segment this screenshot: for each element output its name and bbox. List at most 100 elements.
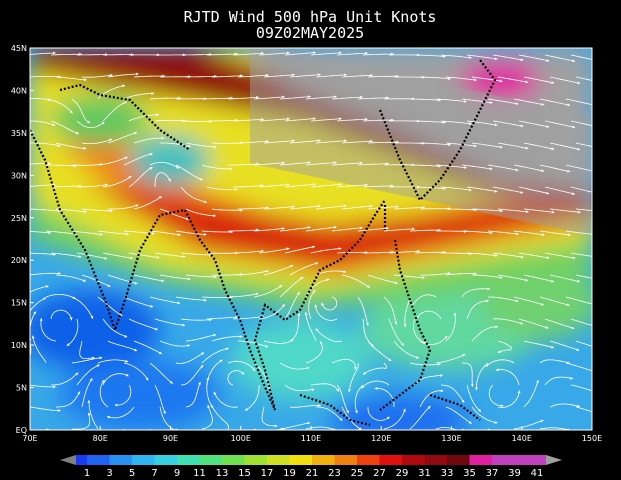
streamline: [51, 372, 79, 386]
streamline-arrow: [338, 247, 342, 251]
streamline: [518, 120, 550, 128]
streamline-arrow: [101, 379, 105, 383]
lat-label: 15N: [11, 299, 27, 308]
streamline-arrow: [338, 117, 342, 121]
streamline: [232, 118, 264, 122]
streamline: [367, 206, 399, 210]
streamline-arrow: [177, 301, 181, 305]
streamline: [149, 230, 181, 236]
streamline: [549, 403, 581, 408]
streamline-arrow: [109, 138, 113, 142]
lon-label: 80E: [93, 434, 108, 443]
streamline: [128, 318, 158, 331]
streamline-arrow: [572, 59, 576, 63]
streamline: [523, 379, 539, 408]
streamline: [175, 164, 203, 181]
colorbar-label: 17: [261, 468, 274, 479]
streamline-arrow: [43, 297, 47, 301]
streamline: [253, 162, 285, 166]
streamline-arrow: [156, 255, 160, 259]
colorbar-cell: [334, 455, 358, 465]
streamline: [185, 208, 216, 217]
streamline-arrow: [520, 321, 524, 325]
streamline: [207, 119, 238, 122]
colorbar-arrow-right: [546, 455, 562, 465]
streamline: [331, 358, 356, 370]
streamline-arrow: [577, 279, 581, 283]
streamline-arrow: [520, 58, 524, 62]
streamline: [50, 53, 82, 56]
streamline: [30, 297, 47, 312]
streamline: [487, 98, 519, 105]
streamline: [206, 377, 213, 408]
streamline: [445, 312, 456, 342]
streamline-arrow: [159, 195, 163, 199]
streamline: [440, 384, 465, 404]
streamline: [123, 92, 155, 100]
streamline: [549, 208, 581, 213]
streamline: [154, 252, 186, 258]
streamline-arrow: [48, 162, 51, 165]
streamline: [50, 185, 82, 188]
streamline: [185, 334, 217, 342]
colorbar: 1 3 5 7 9 11 13 15 17 19 21 23 25 27 29 31 33 35 37 39 41: [60, 455, 562, 479]
streamline: [81, 74, 113, 78]
streamline-arrow: [525, 146, 529, 150]
streamline: [513, 296, 544, 306]
streamline: [237, 140, 269, 144]
streamline-arrow: [317, 73, 321, 77]
streamline-arrow: [577, 81, 581, 85]
streamline-arrow: [536, 380, 539, 384]
streamline-arrow: [326, 278, 330, 282]
streamline: [362, 53, 394, 56]
streamline: [154, 384, 166, 415]
streamline-arrow: [186, 217, 189, 221]
streamline: [357, 227, 389, 232]
streamline: [348, 362, 359, 393]
streamline-arrow: [540, 419, 544, 423]
colorbar-cell: [492, 455, 515, 465]
streamline: [487, 230, 519, 235]
streamline-arrow: [572, 192, 575, 195]
colorbar-cell: [357, 455, 380, 465]
streamline: [544, 376, 574, 386]
streamline-arrow: [540, 302, 544, 306]
streamline-arrow: [149, 152, 153, 156]
streamline-arrow: [312, 51, 316, 55]
streamline-arrow: [370, 73, 373, 77]
streamline: [253, 227, 285, 232]
streamline: [66, 318, 79, 347]
streamline-arrow: [551, 345, 555, 349]
streamline-arrow: [401, 342, 404, 346]
streamline: [45, 293, 76, 300]
streamline: [263, 74, 295, 78]
streamline: [149, 161, 180, 169]
streamline-arrow: [495, 368, 499, 372]
streamline: [201, 164, 233, 170]
streamline: [544, 252, 576, 259]
streamline: [289, 262, 319, 276]
streamline-arrow: [541, 233, 545, 237]
streamline: [149, 97, 181, 100]
streamline-arrow: [203, 233, 207, 236]
streamline-arrow: [546, 191, 550, 195]
streamline: [410, 98, 441, 101]
streamline-arrow: [468, 56, 472, 59]
streamline-arrow: [219, 359, 223, 363]
streamline-arrow: [365, 51, 368, 55]
streamline-arrow: [473, 144, 477, 148]
streamline-arrow: [99, 356, 103, 360]
streamline: [238, 340, 269, 348]
streamline: [357, 296, 369, 326]
colorbar-label: 37: [486, 468, 499, 479]
streamline-arrow: [124, 334, 128, 338]
streamline: [263, 264, 294, 276]
streamline-arrow: [394, 321, 398, 325]
streamline: [393, 207, 425, 210]
streamline-arrow: [394, 281, 398, 285]
streamline: [523, 208, 555, 213]
streamline: [228, 163, 259, 166]
colorbar-label: 13: [216, 468, 229, 479]
streamline: [419, 272, 451, 276]
